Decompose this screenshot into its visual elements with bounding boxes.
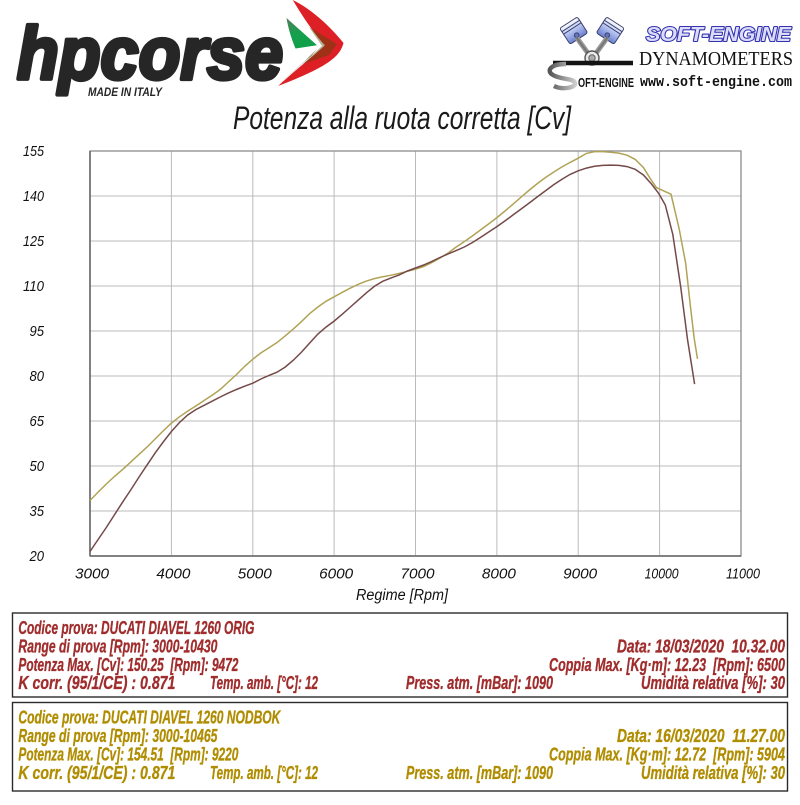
svg-text:125: 125 — [23, 234, 45, 250]
svg-text:Press. atm. [mBar]: 1090: Press. atm. [mBar]: 1090 — [406, 673, 553, 693]
svg-text:MADE IN ITALY: MADE IN ITALY — [88, 87, 163, 99]
svg-text:80: 80 — [30, 369, 45, 385]
svg-text:110: 110 — [23, 279, 44, 295]
svg-text:9000: 9000 — [563, 566, 598, 583]
svg-text:20: 20 — [29, 549, 44, 565]
svg-text:140: 140 — [23, 189, 44, 205]
svg-text:Coppia Max. [Kg·m]: 12.72 [Rp: Coppia Max. [Kg·m]: 12.72 [Rpm]: 5904 — [549, 745, 785, 765]
svg-text:Temp. amb. [°C]: 12: Temp. amb. [°C]: 12 — [210, 763, 318, 783]
svg-text:OFT-ENGINE: OFT-ENGINE — [578, 76, 634, 90]
svg-text:Umidità relativa [%]: 30: Umidità relativa [%]: 30 — [641, 763, 785, 783]
svg-text:Codice prova: DUCATI DIAVEL 12: Codice prova: DUCATI DIAVEL 1260 NODBOK — [18, 708, 281, 728]
svg-text:155: 155 — [23, 144, 45, 160]
svg-text:10000: 10000 — [645, 566, 680, 583]
svg-text:5000: 5000 — [238, 566, 273, 583]
svg-text:www.soft-engine.com: www.soft-engine.com — [640, 74, 792, 91]
svg-text:SOFT-ENGINE: SOFT-ENGINE — [646, 24, 792, 46]
svg-text:K corr. (95/1/CE) : 0.871: K corr. (95/1/CE) : 0.871 — [18, 673, 175, 693]
svg-text:35: 35 — [30, 504, 45, 520]
svg-text:Codice prova: DUCATI DIAVEL 12: Codice prova: DUCATI DIAVEL 1260 ORIG — [18, 618, 254, 638]
svg-text:50: 50 — [30, 459, 45, 475]
svg-text:Range di prova [Rpm]: 3000-104: Range di prova [Rpm]: 3000-10465 — [18, 726, 218, 746]
svg-text:Regime [Rpm]: Regime [Rpm] — [356, 587, 449, 604]
svg-text:8000: 8000 — [482, 566, 517, 583]
svg-text:Potenza Max. [Cv]: 150.25 [Rp: Potenza Max. [Cv]: 150.25 [Rpm]: 9472 — [18, 655, 238, 675]
svg-text:Potenza Max. [Cv]: 154.51 [Rp: Potenza Max. [Cv]: 154.51 [Rpm]: 9220 — [18, 745, 238, 765]
svg-text:Data: 16/03/2020 11.27.00: Data: 16/03/2020 11.27.00 — [617, 726, 785, 746]
svg-text:7000: 7000 — [401, 566, 436, 583]
svg-text:Temp. amb. [°C]: 12: Temp. amb. [°C]: 12 — [210, 673, 318, 693]
svg-text:65: 65 — [30, 414, 45, 430]
svg-text:11000: 11000 — [726, 566, 761, 583]
svg-text:95: 95 — [30, 324, 45, 340]
svg-text:6000: 6000 — [319, 566, 354, 583]
svg-text:hpcorse: hpcorse — [17, 12, 283, 95]
svg-text:DYNAMOMETERS: DYNAMOMETERS — [639, 48, 793, 70]
svg-text:Data: 18/03/2020 10.32.00: Data: 18/03/2020 10.32.00 — [617, 637, 785, 657]
svg-text:K corr. (95/1/CE) : 0.871: K corr. (95/1/CE) : 0.871 — [18, 763, 175, 783]
svg-text:Press. atm. [mBar]: 1090: Press. atm. [mBar]: 1090 — [406, 763, 553, 783]
svg-text:Coppia Max. [Kg·m]: 12.23 [Rp: Coppia Max. [Kg·m]: 12.23 [Rpm]: 6500 — [549, 655, 785, 675]
svg-text:Umidità relativa [%]: 30: Umidità relativa [%]: 30 — [641, 673, 785, 693]
svg-text:3000: 3000 — [75, 566, 110, 583]
svg-text:4000: 4000 — [156, 566, 191, 583]
svg-text:Potenza alla ruota corretta [C: Potenza alla ruota corretta [Cv] — [233, 100, 572, 136]
svg-text:Range di prova [Rpm]: 3000-104: Range di prova [Rpm]: 3000-10430 — [18, 637, 217, 657]
